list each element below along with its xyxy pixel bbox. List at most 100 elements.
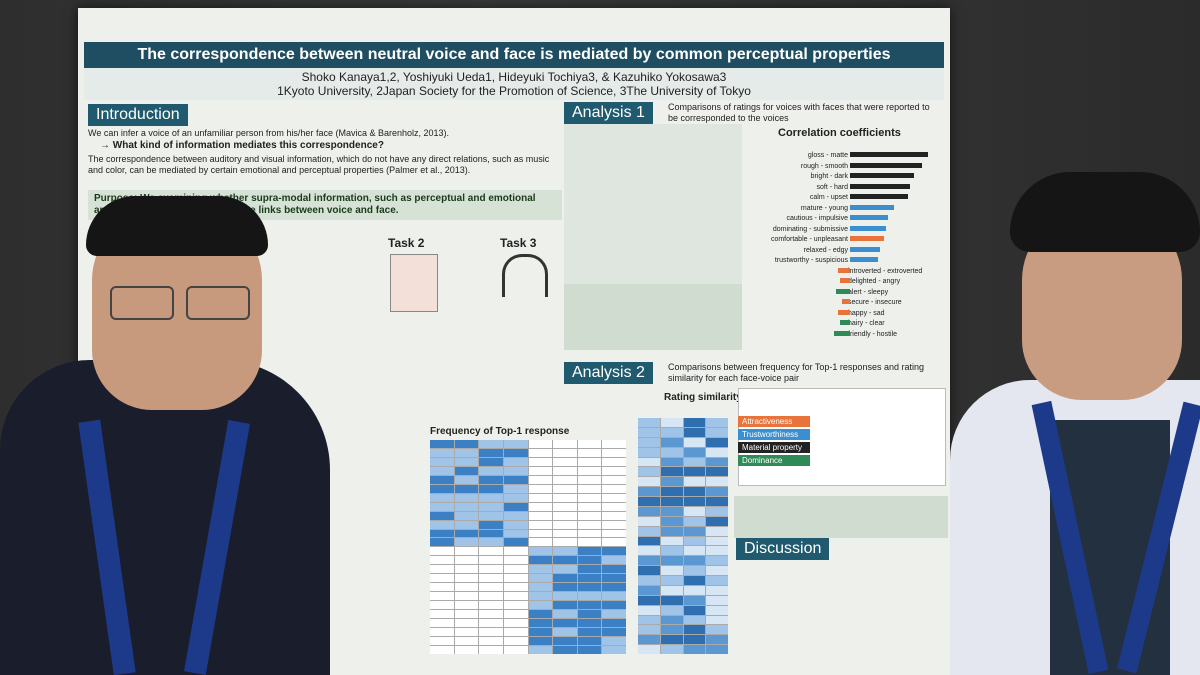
heatmap-cell <box>430 565 454 573</box>
heatmap-cell <box>455 601 479 609</box>
bipolar-label: bright - dark <box>758 171 848 182</box>
face-stimulus <box>390 254 438 312</box>
heatmap-cell <box>430 637 454 645</box>
bipolar-label: comfortable - unpleasant <box>758 234 848 245</box>
similarity-cell <box>684 596 706 605</box>
legend-item: Dominance <box>738 455 810 466</box>
heatmap-cell <box>578 547 602 555</box>
heatmap-cell <box>504 467 528 475</box>
heatmap-cell <box>479 619 503 627</box>
heatmap-cell <box>529 619 553 627</box>
task3-label: Task 3 <box>500 236 536 250</box>
similarity-cell <box>706 566 728 575</box>
heatmap-cell <box>455 494 479 502</box>
heatmap-cell <box>602 467 626 475</box>
similarity-cell <box>661 527 683 536</box>
heatmap-cell <box>430 619 454 627</box>
heatmap-cell <box>602 601 626 609</box>
heatmap-cell <box>529 583 553 591</box>
similarity-cell <box>661 428 683 437</box>
heatmap-cell <box>430 449 454 457</box>
heatmap-cell <box>455 592 479 600</box>
heatmap-cell <box>504 583 528 591</box>
heatmap-cell <box>455 538 479 546</box>
heatmap-cell <box>602 449 626 457</box>
heatmap-cell <box>504 503 528 511</box>
correlation-bar <box>834 331 850 336</box>
bipolar-label: gloss - matte <box>758 150 848 161</box>
heatmap-cell <box>504 628 528 636</box>
similarity-cell <box>684 635 706 644</box>
similarity-cell <box>661 635 683 644</box>
similarity-cell <box>661 438 683 447</box>
frequency-heatmap <box>430 440 626 654</box>
similarity-cell <box>638 616 660 625</box>
heatmap-cell <box>529 547 553 555</box>
heatmap-cell <box>504 485 528 493</box>
analysis1-findings <box>564 284 742 350</box>
analysis1-heading: Analysis 1 <box>564 102 653 124</box>
heatmap-cell <box>553 449 577 457</box>
heatmap-cell <box>430 610 454 618</box>
heatmap-cell <box>529 538 553 546</box>
heatmap-cell <box>504 592 528 600</box>
similarity-cell <box>661 467 683 476</box>
analysis2-heading: Analysis 2 <box>564 362 653 384</box>
heatmap-cell <box>455 619 479 627</box>
heatmap-cell <box>455 547 479 555</box>
heatmap-cell <box>578 610 602 618</box>
similarity-cell <box>706 438 728 447</box>
heatmap-cell <box>455 449 479 457</box>
heatmap-cell <box>578 574 602 582</box>
similarity-cell <box>638 477 660 486</box>
similarity-cell <box>661 616 683 625</box>
similarity-cell <box>684 477 706 486</box>
similarity-cell <box>706 635 728 644</box>
bipolar-label: calm - upset <box>758 192 848 203</box>
heatmap-cell <box>479 646 503 654</box>
intro-text-2: The correspondence between auditory and … <box>88 154 558 176</box>
scatter-panel <box>564 124 742 284</box>
heatmap-cell <box>430 601 454 609</box>
heatmap-cell <box>455 565 479 573</box>
similarity-cell <box>638 448 660 457</box>
bipolar-label: happy - sad <box>848 308 938 319</box>
heatmap-cell <box>578 521 602 529</box>
similarity-cell <box>661 497 683 506</box>
heatmap-cell <box>578 646 602 654</box>
heatmap-cell <box>553 574 577 582</box>
similarity-cell <box>684 487 706 496</box>
heatmap-cell <box>529 574 553 582</box>
heatmap-cell <box>430 547 454 555</box>
heatmap-cell <box>553 494 577 502</box>
similarity-cell <box>706 645 728 654</box>
similarity-cell <box>706 487 728 496</box>
intro-question: → What kind of information mediates this… <box>100 140 560 151</box>
bipolar-label: introverted - extroverted <box>848 266 938 277</box>
correlation-bar <box>850 194 908 199</box>
heatmap-cell <box>430 521 454 529</box>
correlation-bar <box>850 236 884 241</box>
correlation-bar <box>850 163 922 168</box>
similarity-cell <box>706 546 728 555</box>
heatmap-cell <box>504 646 528 654</box>
heatmap-cell <box>479 610 503 618</box>
heatmap-cell <box>479 538 503 546</box>
similarity-cell <box>661 576 683 585</box>
similarity-cell <box>638 507 660 516</box>
heatmap-cell <box>529 521 553 529</box>
heatmap-cell <box>602 628 626 636</box>
heatmap-cell <box>553 592 577 600</box>
heatmap-cell <box>553 458 577 466</box>
heatmap-cell <box>602 583 626 591</box>
bipolar-label: friendly - hostile <box>848 329 938 340</box>
bipolar-label: mature - young <box>758 203 848 214</box>
freq-title: Frequency of Top-1 response <box>430 426 569 437</box>
similarity-cell <box>684 458 706 467</box>
correlation-bar <box>850 173 914 178</box>
heatmap-cell <box>504 521 528 529</box>
discussion-heading: Discussion <box>736 538 829 560</box>
heatmap-cell <box>553 619 577 627</box>
heatmap-cell <box>479 485 503 493</box>
heatmap-cell <box>578 628 602 636</box>
